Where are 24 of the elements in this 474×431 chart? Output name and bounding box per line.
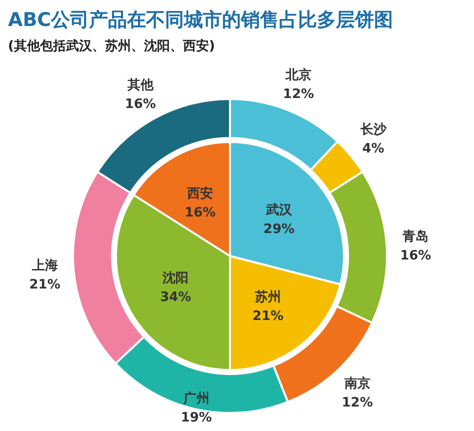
- data-label: 16%: [124, 97, 156, 112]
- slice-label: 苏州: [254, 290, 281, 305]
- data-label: 19%: [180, 410, 212, 426]
- data-label: 29%: [263, 222, 295, 237]
- chart-subtitle: (其他包括武汉、苏州、沈阳、西安): [8, 38, 215, 54]
- slice-label: 青岛: [402, 229, 429, 244]
- data-label: 16%: [184, 206, 216, 221]
- slice-label: 长沙: [359, 122, 388, 138]
- slice-label: 西安: [186, 186, 214, 202]
- data-label: 12%: [342, 396, 373, 411]
- slice-label: 沈阳: [162, 270, 189, 286]
- data-label: 4%: [362, 141, 384, 156]
- data-label: 21%: [252, 308, 284, 324]
- data-label: 16%: [400, 248, 432, 264]
- data-label: 21%: [29, 278, 60, 293]
- chart-title: ABC公司产品在不同城市的销售占比多层饼图: [8, 9, 394, 31]
- data-label: 12%: [282, 87, 314, 102]
- slice-label: 广州: [182, 390, 210, 406]
- slice-label: 武汉: [264, 203, 293, 218]
- data-label: 34%: [160, 290, 192, 305]
- slice-label: 上海: [30, 258, 58, 274]
- slice-label: 北京: [284, 67, 312, 84]
- slice-label: 南京: [343, 376, 370, 392]
- slice-label: 其他: [126, 78, 154, 94]
